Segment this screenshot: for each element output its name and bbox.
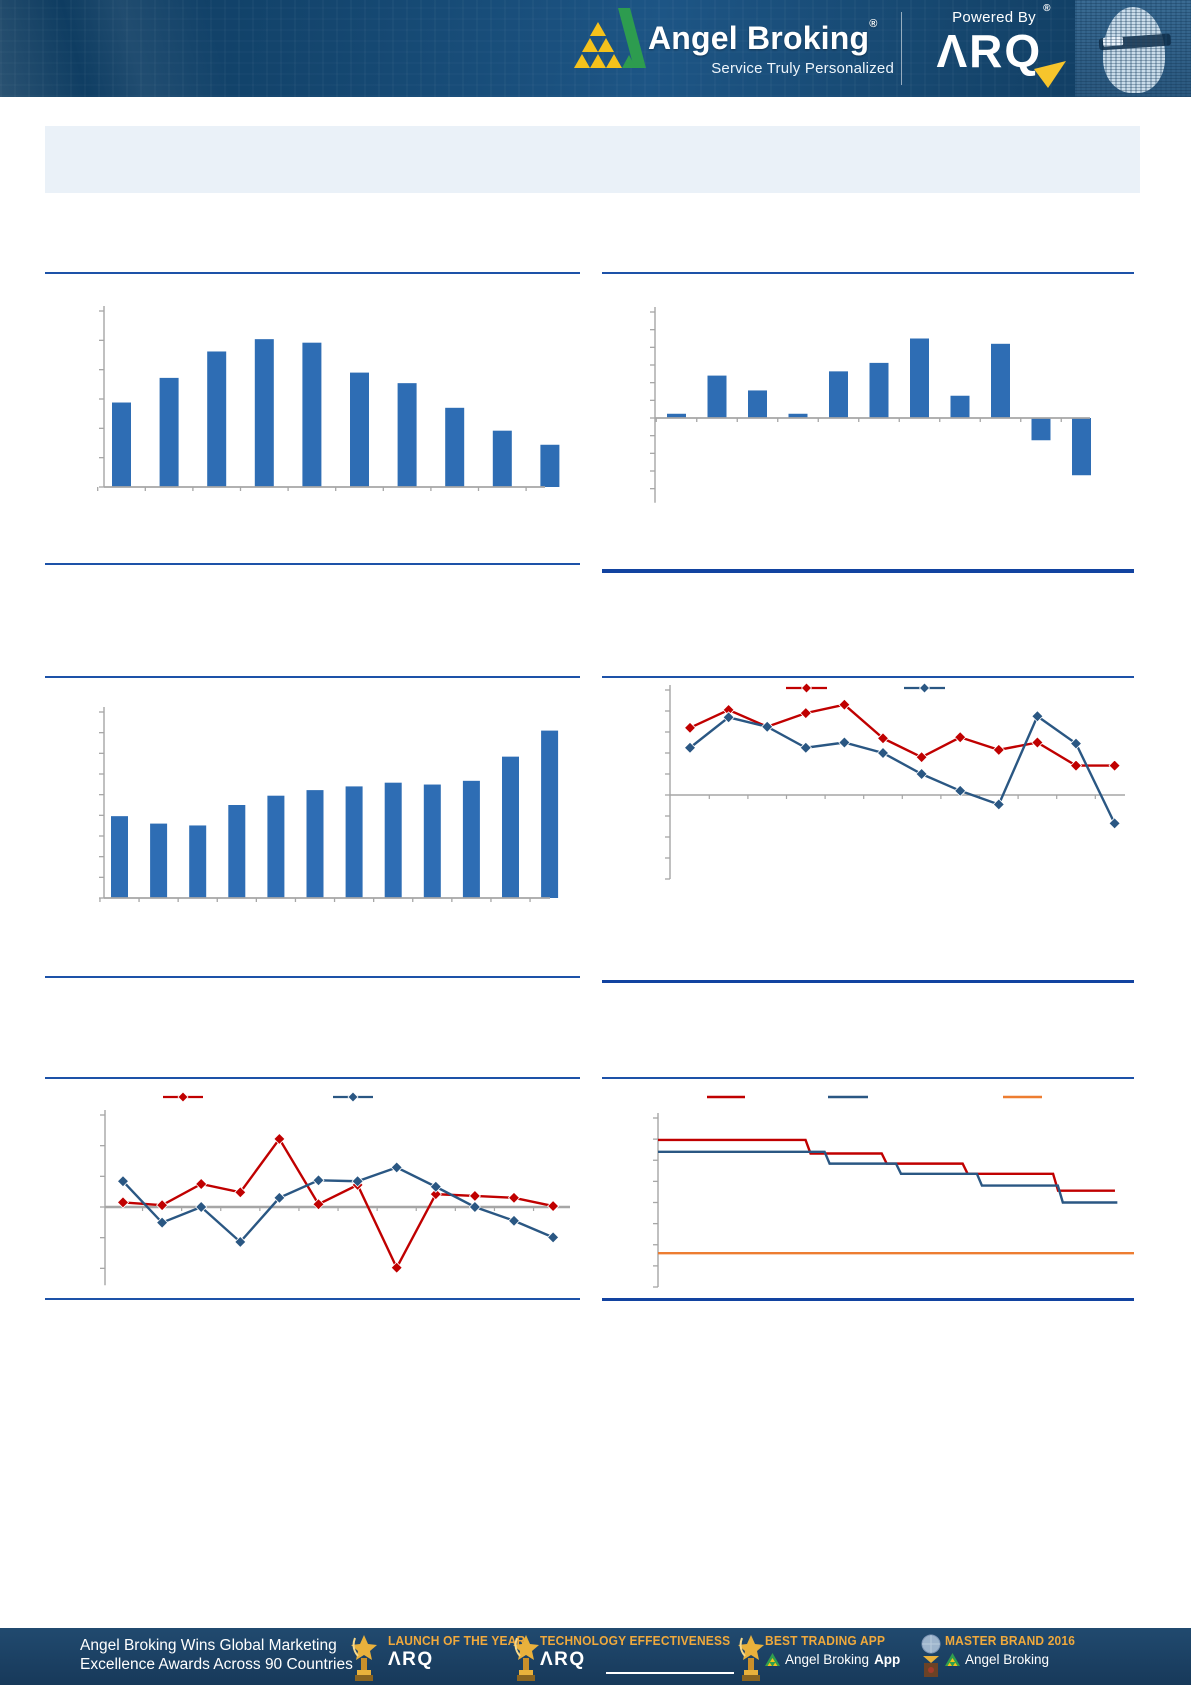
brand-name: Angel Broking® xyxy=(648,18,878,56)
award-technology-effectiveness: TECHNOLOGY EFFECTIVENESS ΛRQ xyxy=(540,1633,747,1671)
brand-tagline: Service Truly Personalized xyxy=(711,60,894,77)
globe-trophy-icon xyxy=(921,1634,941,1677)
powered-by-label: Powered By xyxy=(952,9,1036,26)
award-arq-wordmark: ΛRQ xyxy=(388,1649,434,1670)
chart-top-left-bar xyxy=(97,306,560,491)
exhibit3-title-rule xyxy=(45,676,580,678)
exhibit4-title-rule xyxy=(602,676,1134,678)
angel-pyramid-icon xyxy=(574,8,646,68)
exhibit1-source-rule xyxy=(45,563,580,565)
chart-middle-left-bar xyxy=(99,707,559,902)
award-title: MASTER BRAND 2016 xyxy=(945,1633,1076,1648)
footer-background xyxy=(0,1628,1191,1685)
title-banner xyxy=(45,126,1140,193)
award-launch-of-the-year: LAUNCH OF THE YEAR ΛRQ xyxy=(388,1633,537,1671)
footer-headline-line1: Angel Broking Wins Global Marketing xyxy=(80,1637,337,1654)
award-title: BEST TRADING APP xyxy=(765,1633,886,1648)
exhibit4-source-rule xyxy=(602,980,1134,983)
brand-block: Angel Broking® Service Truly Personalize… xyxy=(648,18,894,77)
arq-wordmark: ΛRQ® xyxy=(936,3,1053,77)
exhibit2-title-rule xyxy=(602,272,1134,274)
head-silhouette xyxy=(1103,7,1165,93)
exhibit3-source-rule xyxy=(45,976,580,978)
award-master-brand-2016: MASTER BRAND 2016 Angel Broking xyxy=(945,1633,1086,1667)
star-trophy-icon xyxy=(351,1635,377,1681)
angel-broking-logo xyxy=(572,8,646,72)
chart-bottom-right-step xyxy=(653,1095,1134,1288)
exhibit1-title-rule xyxy=(45,272,580,274)
footer-awards-bar: Angel Broking Wins Global Marketing Exce… xyxy=(0,1628,1191,1685)
chart-top-right-bar xyxy=(650,307,1091,503)
exhibit6-source-rule xyxy=(602,1298,1134,1301)
award-subtitle-text: Angel Broking xyxy=(785,1652,870,1667)
head-scanline-overlay xyxy=(1075,0,1191,97)
exhibit2-source-rule xyxy=(602,569,1134,573)
header: Angel Broking® Service Truly Personalize… xyxy=(0,0,1191,97)
award-subtitle: Angel Broking App xyxy=(765,1652,900,1667)
exhibit5-source-rule xyxy=(45,1298,580,1300)
header-light-streak xyxy=(0,0,460,97)
arq-underline xyxy=(606,1672,734,1674)
exhibit6-title-rule xyxy=(602,1077,1134,1079)
award-title: LAUNCH OF THE YEAR xyxy=(388,1633,526,1648)
star-trophy-icon xyxy=(738,1635,764,1681)
star-trophy-icon xyxy=(513,1635,539,1681)
award-subtitle: Angel Broking xyxy=(945,1652,1086,1667)
angel-mini-logo-icon xyxy=(765,1653,780,1666)
exhibit5-title-rule xyxy=(45,1077,580,1079)
footer-headline: Angel Broking Wins Global Marketing Exce… xyxy=(80,1636,370,1674)
award-subtitle-bold: App xyxy=(874,1652,901,1667)
brand-registered-mark: ® xyxy=(869,18,878,30)
chart-bottom-left-line xyxy=(100,1091,570,1286)
digital-head-graphic xyxy=(1075,0,1191,97)
angel-mini-logo-icon xyxy=(945,1653,960,1666)
arq-lightning-bolt-icon xyxy=(1034,61,1066,88)
award-subtitle-text: Angel Broking xyxy=(965,1652,1050,1667)
chart-middle-right-line xyxy=(665,682,1125,880)
award-arq-wordmark: ΛRQ xyxy=(540,1649,586,1670)
arq-registered-mark: ® xyxy=(1043,3,1053,14)
award-title: TECHNOLOGY EFFECTIVENESS xyxy=(540,1633,731,1648)
award-best-trading-app: BEST TRADING APP Angel Broking App xyxy=(765,1633,900,1667)
footer-headline-line2: Excellence Awards Across 90 Countries xyxy=(80,1656,353,1673)
header-vertical-divider xyxy=(901,12,902,85)
arq-logo-block: Powered By ΛRQ® xyxy=(916,3,1072,88)
